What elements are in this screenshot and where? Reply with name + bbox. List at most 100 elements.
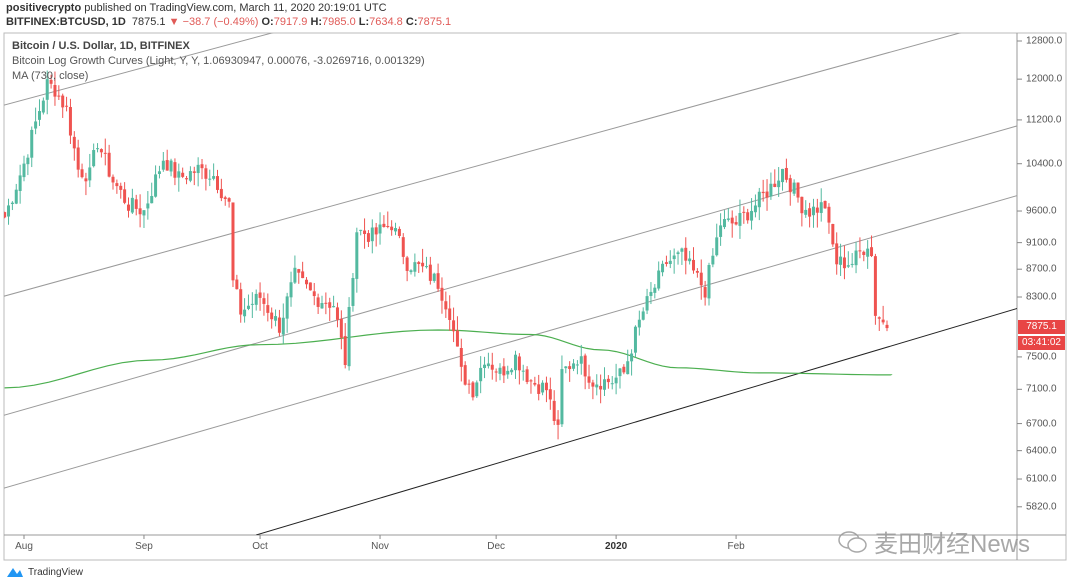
candle-body xyxy=(436,273,440,289)
candle-body xyxy=(587,376,591,383)
candle-body xyxy=(297,269,301,273)
candle-body xyxy=(366,233,370,242)
candle-body xyxy=(281,317,285,335)
candle-body xyxy=(815,207,819,213)
candle-body xyxy=(339,318,343,338)
candle-body xyxy=(486,363,490,367)
candle-body xyxy=(216,176,219,190)
candle-body xyxy=(154,174,158,197)
candle-body xyxy=(579,356,583,364)
candle-body xyxy=(123,189,127,203)
y-tick-label: 6100.0 xyxy=(1026,473,1057,485)
candle-body xyxy=(750,210,754,221)
tradingview-brand[interactable]: TradingView xyxy=(6,566,83,578)
candle-body xyxy=(312,291,316,297)
candle-body xyxy=(742,211,746,213)
candle-body xyxy=(262,298,266,304)
candle-body xyxy=(254,293,258,305)
candle-body xyxy=(351,278,355,306)
candle-body xyxy=(161,160,165,170)
candle-body xyxy=(308,282,312,291)
candle-body xyxy=(134,199,138,209)
candle-body xyxy=(649,291,653,296)
candle-body xyxy=(788,178,792,193)
candle-body xyxy=(467,383,471,385)
candle-body xyxy=(866,248,870,257)
candle-body xyxy=(96,148,100,150)
candle-body xyxy=(498,367,502,374)
candle-body xyxy=(668,260,672,265)
candle-body xyxy=(138,208,142,215)
candle-body xyxy=(359,229,363,231)
candle-body xyxy=(603,379,606,390)
candle-body xyxy=(657,270,661,289)
candle-body xyxy=(870,247,874,257)
candle-body xyxy=(394,228,398,232)
candle-body xyxy=(107,152,111,177)
candle-body xyxy=(10,202,14,205)
candle-body xyxy=(99,149,103,153)
candle-body xyxy=(661,263,665,273)
down-arrow-icon: ▼ xyxy=(168,16,180,28)
candle-body xyxy=(633,326,637,353)
candle-body xyxy=(22,163,26,178)
candle-body xyxy=(684,247,688,261)
legend-indicator[interactable]: Bitcoin Log Growth Curves (Light, Y, Y, … xyxy=(12,55,425,67)
candle-body xyxy=(432,273,436,281)
x-tick-label: Feb xyxy=(727,541,745,552)
candle-body xyxy=(65,105,69,107)
candle-body xyxy=(355,232,359,279)
candle-body xyxy=(328,302,332,308)
last-price: 7875.1 xyxy=(131,16,166,28)
candle-body xyxy=(804,209,808,215)
candle-body xyxy=(26,157,30,165)
candle-body xyxy=(854,250,858,266)
candle-body xyxy=(548,389,552,400)
candle-body xyxy=(146,203,150,209)
candle-body xyxy=(378,224,382,234)
legend-ma[interactable]: MA (730, close) xyxy=(12,70,89,82)
candle-body xyxy=(703,287,707,298)
candle-body xyxy=(846,265,850,267)
candle-body xyxy=(301,271,305,279)
candle-body xyxy=(14,189,18,204)
candle-body xyxy=(688,258,692,262)
candle-body xyxy=(165,160,169,171)
candle-body xyxy=(641,311,645,320)
candle-body xyxy=(773,183,777,187)
symbol: BITFINEX:BTCUSD, 1D xyxy=(6,16,126,28)
candle-body xyxy=(200,164,204,169)
candle-body xyxy=(858,250,862,252)
y-tick-label: 7500.0 xyxy=(1026,351,1057,363)
candle-body xyxy=(285,296,289,319)
y-tick-label: 8700.0 xyxy=(1026,263,1057,275)
wechat-icon xyxy=(838,530,867,553)
candle-body xyxy=(811,206,815,216)
candle-body xyxy=(274,316,278,321)
candle-body xyxy=(842,257,846,269)
candle-body xyxy=(386,225,390,227)
candle-body xyxy=(792,182,796,194)
candle-body xyxy=(103,152,107,154)
candle-body xyxy=(490,364,494,370)
candle-body xyxy=(208,178,212,180)
candle-body xyxy=(664,262,668,264)
candle-body xyxy=(618,368,622,377)
candle-body xyxy=(243,309,247,317)
candle-body xyxy=(223,197,227,200)
candle-body xyxy=(332,306,336,308)
tradingview-logo-icon xyxy=(7,568,23,577)
author[interactable]: positivecrypto xyxy=(6,2,82,14)
candle-body xyxy=(37,111,41,120)
candle-body xyxy=(227,198,231,202)
candle-body xyxy=(614,377,618,384)
candle-body xyxy=(630,353,634,362)
y-tick-label: 11200.0 xyxy=(1026,114,1062,126)
chart-frame xyxy=(3,32,1067,561)
candle-body xyxy=(409,270,413,273)
y-tick-label: 9100.0 xyxy=(1026,237,1057,249)
candle-body xyxy=(119,185,123,190)
candle-body xyxy=(483,364,487,369)
candle-body xyxy=(374,227,378,235)
